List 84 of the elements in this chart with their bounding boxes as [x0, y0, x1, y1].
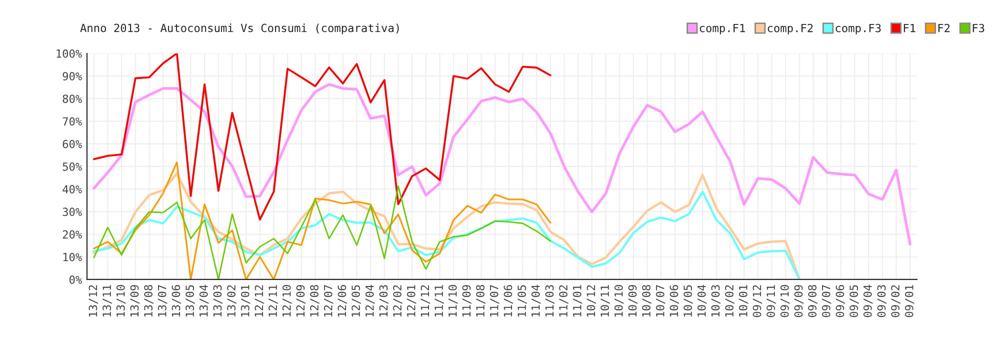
- x-tick-label: 11/11: [434, 285, 444, 316]
- x-tick-label: 13/08: [144, 285, 154, 316]
- x-tick-label: 12/05: [352, 285, 361, 316]
- x-tick-label: 11/04: [531, 284, 541, 316]
- line-series: [93, 185, 552, 280]
- line-series: [92, 53, 552, 221]
- x-tick-label: 13/01: [240, 285, 250, 316]
- x-tick-label: 11/06: [504, 285, 514, 316]
- x-tick-label: 09/10: [780, 285, 790, 318]
- x-tick-label: 13/12: [88, 285, 98, 316]
- x-tick-label: 13/09: [130, 285, 140, 316]
- x-tick-label: 09/05: [850, 285, 859, 318]
- x-tick-label: 12/06: [338, 285, 348, 316]
- y-tick-label: 60%: [62, 140, 82, 148]
- x-tick-label: 11/08: [476, 285, 486, 316]
- legend-label: comp.F1: [700, 24, 745, 34]
- x-tick-label: 10/03: [711, 285, 721, 316]
- y-tick-label: 100%: [56, 49, 82, 58]
- x-tick-label: 12/02: [393, 285, 402, 316]
- x-tick-label: 13/03: [213, 285, 223, 316]
- x-tick-label: 09/03: [877, 285, 887, 318]
- x-tick-label: 11/01: [572, 285, 582, 316]
- y-tick-label: 30%: [62, 208, 82, 216]
- x-tick-label: 13/06: [172, 285, 182, 316]
- x-tick-label: 12/12: [254, 285, 264, 316]
- x-tick-label: 12/01: [406, 285, 416, 316]
- y-tick-label: 0%: [69, 275, 82, 284]
- x-tick-label: 09/04: [863, 284, 873, 318]
- x-tick-label: 13/02: [227, 285, 236, 316]
- chart-title: Anno 2013 - Autoconsumi Vs Consumi (comparativa): [80, 24, 399, 34]
- x-tick-label: 11/09: [462, 285, 472, 316]
- x-tick-label: 09/09: [794, 285, 804, 318]
- x-tick-label: 12/04: [365, 284, 375, 316]
- line-series: [92, 172, 801, 280]
- x-tick-label: 09/01: [904, 285, 914, 318]
- x-tick-label: 11/10: [448, 285, 458, 316]
- x-tick-label: 09/08: [808, 285, 818, 318]
- x-tick-label: 10/10: [614, 285, 624, 316]
- y-tick-label: 80%: [62, 94, 82, 104]
- y-tick-label: 40%: [62, 185, 82, 194]
- x-tick-label: 12/07: [324, 285, 334, 316]
- y-tick-label: 10%: [63, 252, 82, 262]
- x-tick-label: 13/11: [102, 285, 112, 316]
- legend-label: comp.F2: [768, 24, 813, 34]
- y-tick-label: 50%: [62, 162, 82, 171]
- line-series: [92, 83, 912, 246]
- x-tick-label: 10/01: [738, 285, 748, 316]
- x-tick-label: 13/04: [199, 284, 209, 316]
- x-tick-label: 11/05: [518, 285, 527, 316]
- x-tick-label: 09/02: [891, 285, 900, 318]
- x-tick-label: 09/11: [766, 285, 776, 318]
- x-tick-label: 10/11: [600, 285, 610, 316]
- x-tick-label: 12/11: [268, 285, 278, 316]
- legend-label: F1: [904, 24, 916, 32]
- x-tick-label: 11/12: [420, 285, 430, 316]
- line-series: [93, 162, 552, 280]
- line-series: [92, 190, 800, 280]
- x-tick-label: 12/08: [310, 285, 320, 316]
- x-tick-label: 11/03: [545, 285, 555, 316]
- x-tick-label: 10/05: [684, 285, 693, 316]
- x-tick-label: 09/12: [752, 285, 762, 318]
- x-tick-label: 09/06: [836, 285, 846, 318]
- x-tick-label: 10/08: [642, 285, 652, 316]
- x-tick-label: 13/07: [158, 285, 168, 316]
- x-tick-label: 11/07: [490, 285, 500, 316]
- y-tick-label: 90%: [62, 72, 82, 80]
- x-tick-label: 10/09: [628, 285, 638, 316]
- x-tick-label: 11/02: [559, 285, 568, 316]
- x-tick-label: 10/04: [697, 284, 707, 316]
- x-tick-label: 13/10: [116, 285, 126, 316]
- x-tick-label: 10/12: [586, 285, 596, 316]
- y-tick-label: 20%: [62, 230, 82, 239]
- x-tick-label: 10/07: [656, 285, 666, 316]
- legend-label: comp.F3: [836, 24, 881, 34]
- x-tick-label: 12/03: [379, 285, 389, 316]
- x-tick-label: 12/10: [282, 285, 292, 316]
- legend-label: F2: [938, 24, 950, 32]
- y-tick-label: 70%: [62, 117, 82, 126]
- x-tick-label: 10/06: [670, 285, 680, 316]
- legend-label: F3: [972, 24, 984, 32]
- x-tick-label: 10/02: [725, 285, 734, 316]
- x-tick-label: 13/05: [186, 285, 195, 316]
- x-tick-label: 09/07: [822, 285, 832, 318]
- x-tick-label: 12/09: [296, 285, 306, 316]
